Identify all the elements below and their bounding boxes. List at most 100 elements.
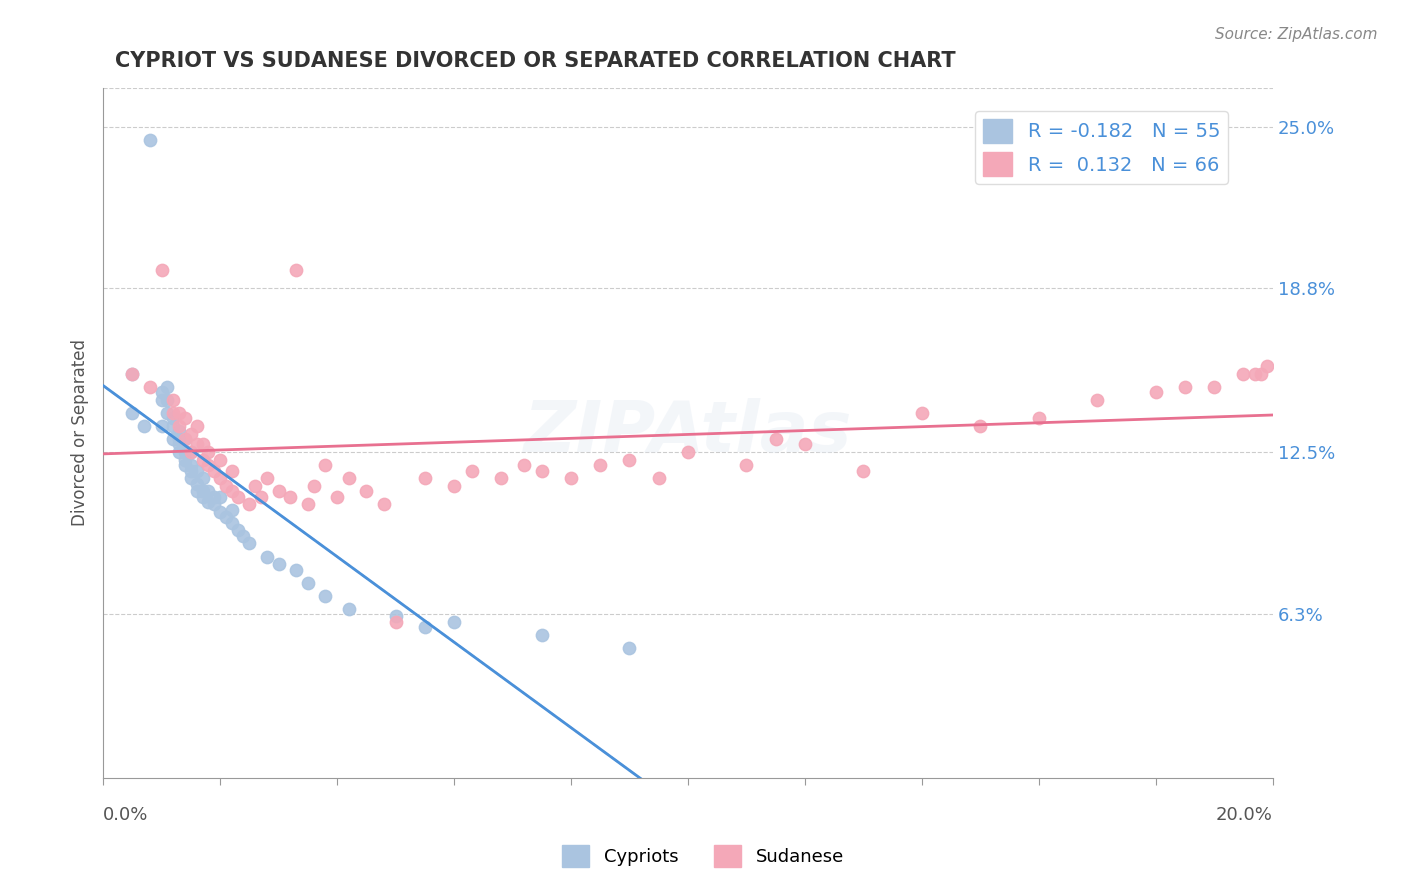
Point: [156, 380, 179, 394]
Point: [209, 453, 232, 467]
Point: [150, 419, 173, 434]
Point: [297, 497, 319, 511]
Point: [302, 479, 325, 493]
Point: [162, 406, 184, 420]
Point: [314, 458, 336, 473]
Point: [221, 464, 243, 478]
Point: [174, 453, 197, 467]
Point: [337, 471, 360, 485]
Point: [150, 385, 173, 400]
Point: [180, 464, 202, 478]
Point: [167, 437, 190, 451]
Point: [589, 458, 612, 473]
Point: [267, 558, 290, 572]
Point: [1244, 367, 1267, 381]
Point: [174, 432, 197, 446]
Point: [267, 484, 290, 499]
Point: [619, 453, 641, 467]
Point: [139, 133, 162, 147]
Point: [162, 419, 184, 434]
Point: [1204, 380, 1226, 394]
Point: [647, 471, 669, 485]
Text: 0.0%: 0.0%: [103, 805, 149, 823]
Point: [132, 419, 155, 434]
Point: [180, 458, 202, 473]
Point: [384, 609, 406, 624]
Text: 20.0%: 20.0%: [1216, 805, 1272, 823]
Point: [202, 497, 225, 511]
Point: [513, 458, 536, 473]
Point: [145, 68, 167, 82]
Point: [326, 490, 349, 504]
Point: [278, 490, 301, 504]
Point: [215, 479, 238, 493]
Point: [413, 620, 436, 634]
Text: Source: ZipAtlas.com: Source: ZipAtlas.com: [1215, 27, 1378, 42]
Point: [150, 393, 173, 408]
Point: [765, 432, 787, 446]
Point: [314, 589, 336, 603]
Point: [1256, 359, 1278, 374]
Point: [162, 393, 184, 408]
Point: [969, 419, 991, 434]
Point: [285, 563, 308, 577]
Point: [243, 479, 266, 493]
Point: [256, 471, 278, 485]
Point: [443, 479, 465, 493]
Y-axis label: Divorced or Separated: Divorced or Separated: [72, 339, 89, 526]
Point: [911, 406, 934, 420]
Point: [139, 380, 162, 394]
Point: [186, 437, 208, 451]
Point: [232, 529, 254, 543]
Point: [197, 445, 219, 459]
Point: [174, 445, 197, 459]
Point: [489, 471, 512, 485]
Point: [180, 445, 202, 459]
Legend: R = -0.182   N = 55, R =  0.132   N = 66: R = -0.182 N = 55, R = 0.132 N = 66: [976, 111, 1227, 184]
Point: [226, 524, 249, 538]
Point: [197, 458, 219, 473]
Point: [174, 432, 197, 446]
Point: [619, 640, 641, 655]
Point: [852, 464, 875, 478]
Point: [1085, 393, 1108, 408]
Point: [337, 601, 360, 615]
Point: [162, 411, 184, 425]
Point: [150, 263, 173, 277]
Point: [256, 549, 278, 564]
Point: [191, 490, 214, 504]
Point: [167, 419, 190, 434]
Point: [1174, 380, 1197, 394]
Point: [180, 445, 202, 459]
Point: [186, 464, 208, 478]
Point: [250, 490, 273, 504]
Point: [735, 458, 758, 473]
Point: [121, 367, 143, 381]
Point: [530, 464, 553, 478]
Legend: Cypriots, Sudanese: Cypriots, Sudanese: [555, 838, 851, 874]
Point: [191, 484, 214, 499]
Point: [676, 445, 699, 459]
Point: [221, 502, 243, 516]
Point: [180, 427, 202, 442]
Point: [191, 471, 214, 485]
Point: [174, 411, 197, 425]
Point: [191, 437, 214, 451]
Point: [209, 490, 232, 504]
Point: [186, 419, 208, 434]
Point: [285, 263, 308, 277]
Point: [221, 484, 243, 499]
Point: [197, 484, 219, 499]
Point: [156, 393, 179, 408]
Point: [1028, 411, 1050, 425]
Point: [167, 406, 190, 420]
Point: [186, 484, 208, 499]
Point: [221, 516, 243, 530]
Point: [209, 505, 232, 519]
Point: [384, 615, 406, 629]
Point: [202, 490, 225, 504]
Point: [530, 628, 553, 642]
Point: [1232, 367, 1254, 381]
Point: [162, 432, 184, 446]
Point: [443, 615, 465, 629]
